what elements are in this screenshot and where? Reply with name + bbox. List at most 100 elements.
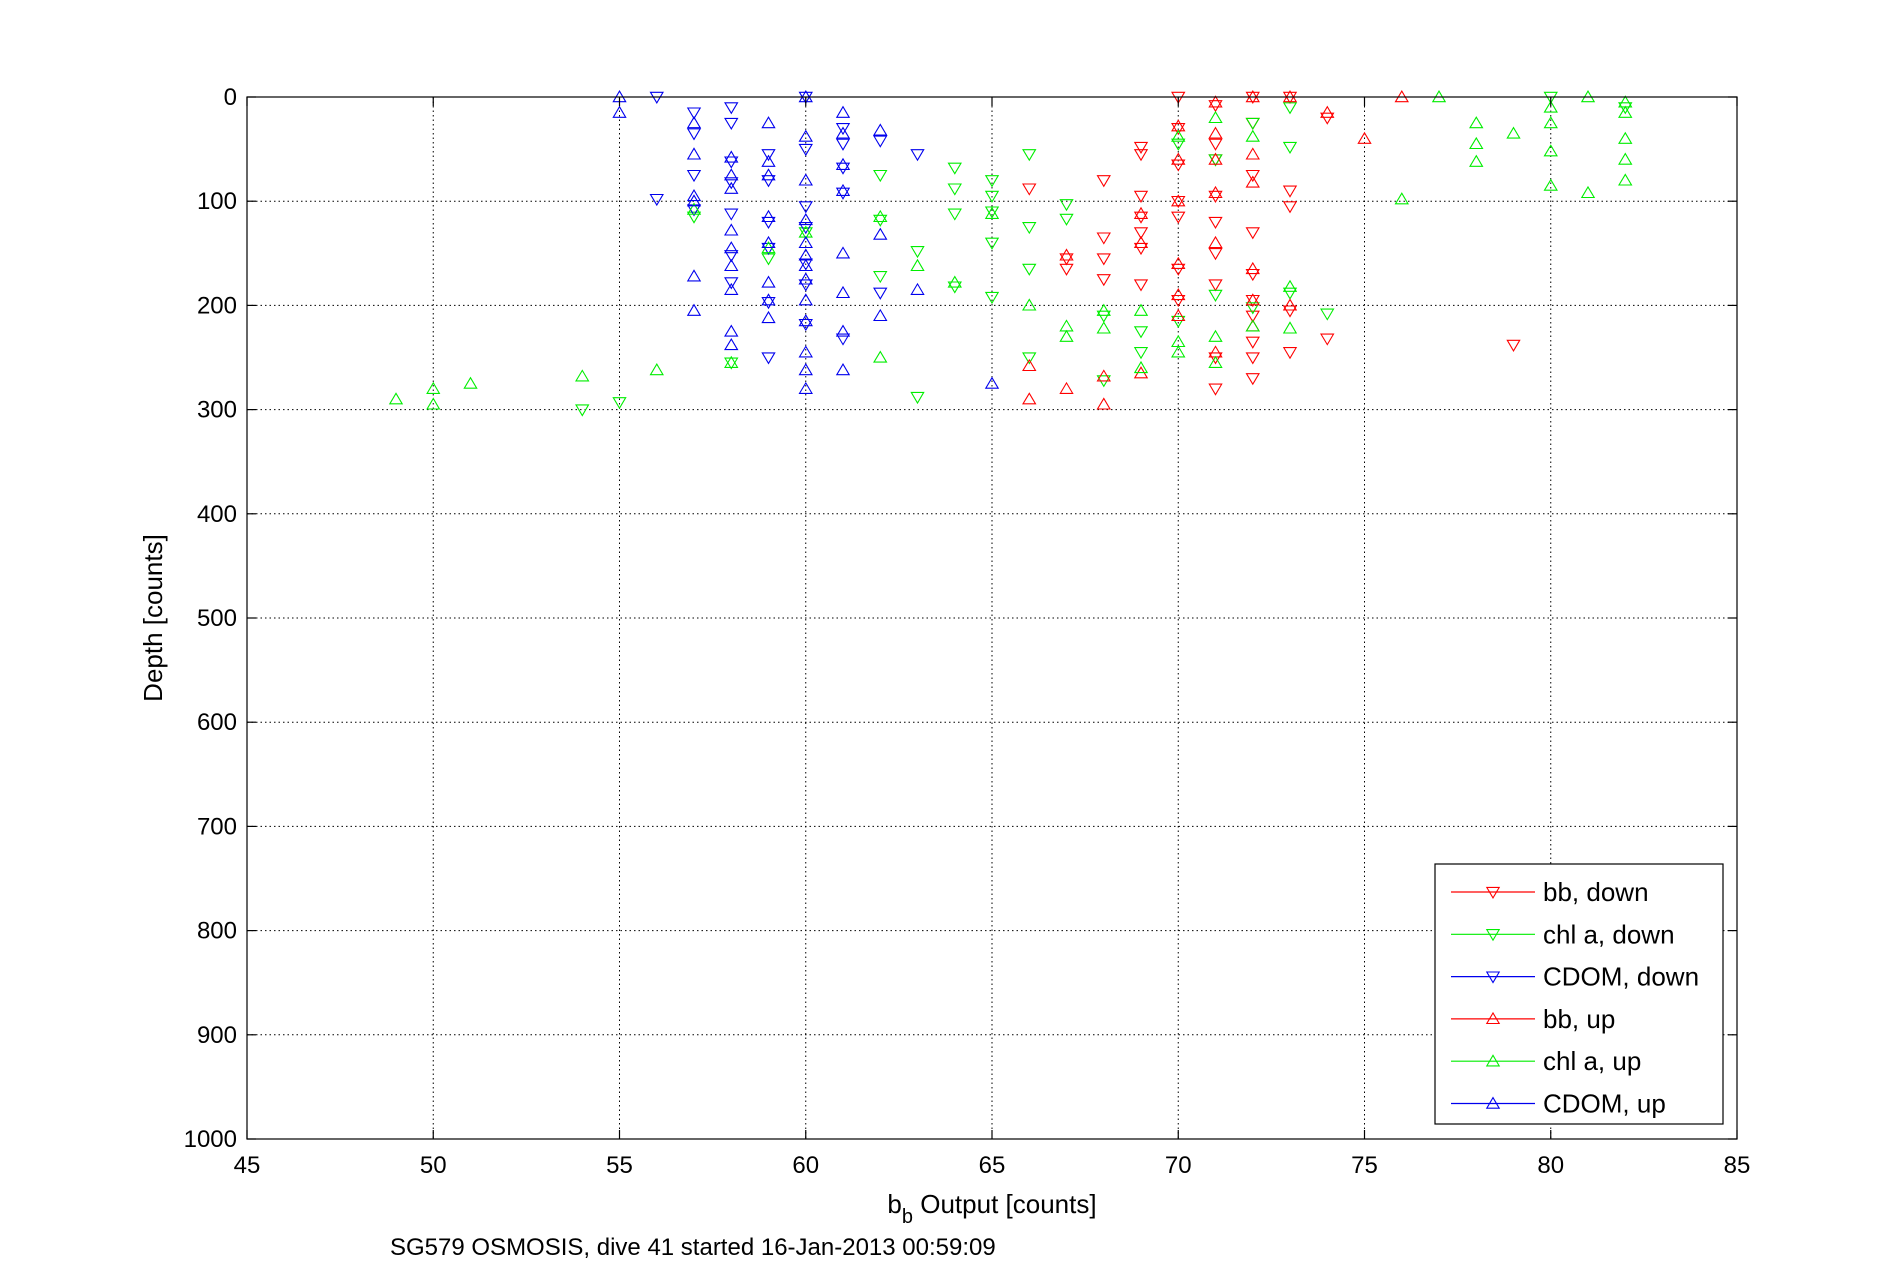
x-axis-label-main: b (887, 1189, 901, 1219)
data-point-cdom-down (724, 277, 739, 290)
data-point-chl-a-down (1543, 91, 1558, 104)
data-point-cdom-up (724, 338, 739, 351)
data-point-cdom-up (798, 258, 813, 272)
data-point-bb-down (1245, 268, 1260, 282)
data-point-bb-down (1133, 279, 1149, 292)
series-5 (612, 90, 1000, 394)
data-point-chl-a-up (724, 355, 739, 368)
data-point-cdom-down (724, 102, 739, 115)
data-point-chl-a-up (575, 369, 590, 382)
data-point-bb-down (1096, 274, 1111, 287)
data-point-chl-a-down (947, 183, 962, 196)
data-point-cdom-up (798, 173, 813, 186)
data-point-bb-down (1171, 123, 1186, 136)
data-point-cdom-down (798, 279, 813, 292)
data-point-cdom-down (761, 242, 776, 256)
data-point-bb-down (1245, 91, 1260, 104)
data-point-chl-a-up (1208, 110, 1223, 124)
data-point-chl-a-down (1022, 149, 1037, 162)
data-point-chl-a-down (1133, 326, 1149, 339)
data-point-bb-down (1133, 242, 1149, 256)
data-point-bb-up (1208, 235, 1223, 249)
data-point-chl-a-up (1618, 105, 1633, 118)
x-tick-label: 60 (792, 1152, 819, 1179)
legend-marker (1485, 1096, 1501, 1109)
data-point-chl-a-down (1059, 213, 1074, 226)
data-point-chl-a-up (910, 258, 925, 272)
data-point-cdom-up (798, 235, 813, 249)
data-point-chl-a-down (873, 271, 888, 284)
data-point-chl-a-up (426, 397, 441, 410)
data-point-bb-up (1245, 147, 1260, 160)
data-point-bb-down (1171, 211, 1186, 224)
data-point-cdom-up (686, 147, 702, 160)
data-point-chl-a-down (1208, 154, 1223, 167)
data-point-chl-a-down (1171, 315, 1186, 328)
data-point-chl-a-up (388, 392, 404, 405)
data-point-cdom-up (798, 293, 813, 306)
data-point-bb-up (1208, 95, 1223, 108)
data-point-bb-down (1245, 169, 1260, 183)
data-point-bb-up (1171, 308, 1186, 322)
legend-item: CDOM, down (1451, 962, 1699, 992)
data-point-cdom-down (835, 123, 851, 136)
y-tick-label: 200 (197, 292, 237, 319)
data-point-chl-a-down (1245, 302, 1260, 315)
data-point-chl-a-down (798, 227, 813, 240)
data-point-bb-down (1208, 383, 1223, 396)
data-point-bb-down (1022, 183, 1037, 196)
data-point-cdom-up (835, 285, 851, 299)
data-point-chl-a-down (1096, 310, 1111, 323)
data-point-cdom-down (761, 352, 776, 365)
data-point-cdom-down (686, 107, 702, 120)
y-tick-label: 900 (197, 1022, 237, 1049)
data-point-cdom-down (724, 250, 739, 263)
data-point-bb-down (1282, 185, 1298, 198)
data-point-cdom-up (835, 183, 851, 196)
data-point-chl-a-up (1543, 178, 1558, 191)
data-point-bb-down (1208, 100, 1223, 113)
legend-label: bb, down (1543, 877, 1649, 907)
y-tick-label: 100 (197, 188, 237, 215)
data-point-chl-a-down (947, 208, 962, 221)
y-tick-label: 600 (197, 709, 237, 736)
y-tick-label: 700 (197, 813, 237, 840)
data-point-cdom-up (798, 129, 813, 142)
data-point-chl-a-down (1022, 222, 1037, 235)
data-point-chl-a-up (1543, 116, 1558, 129)
data-point-cdom-down (724, 177, 739, 190)
data-point-chl-a-down (1208, 289, 1223, 302)
data-point-bb-up (1282, 90, 1298, 103)
data-point-chl-a-down (1171, 138, 1186, 151)
data-point-chl-a-down (984, 237, 1000, 250)
legend-marker (1485, 929, 1501, 942)
data-point-chl-a-up (873, 209, 888, 223)
data-point-cdom-up (686, 303, 702, 316)
data-point-bb-up (1208, 152, 1223, 165)
data-point-bb-down (1133, 227, 1149, 240)
data-point-cdom-up (724, 282, 739, 295)
x-tick-label: 85 (1724, 1152, 1751, 1179)
data-point-bb-up (1022, 392, 1037, 405)
data-point-bb-down (1245, 336, 1260, 349)
data-point-cdom-up (798, 381, 813, 394)
legend-label: CDOM, down (1543, 962, 1699, 992)
data-point-bb-up (1022, 358, 1037, 372)
data-point-bb-up (1096, 369, 1111, 382)
data-point-bb-up (1320, 105, 1335, 118)
data-point-cdom-down (649, 193, 664, 207)
figure-caption: SG579 OSMOSIS, dive 41 started 16-Jan-20… (390, 1234, 996, 1261)
data-point-cdom-up (686, 269, 702, 282)
data-point-cdom-up (724, 258, 739, 272)
data-point-chl-a-down (575, 404, 590, 417)
data-point-cdom-up (910, 282, 925, 295)
data-point-chl-a-down (724, 357, 739, 370)
data-point-bb-down (1171, 294, 1186, 308)
data-point-chl-a-down (910, 391, 925, 405)
data-point-chl-a-down (1022, 263, 1037, 276)
data-point-chl-a-down (1022, 352, 1037, 365)
data-point-chl-a-up (1543, 144, 1558, 157)
legend-marker (1485, 971, 1501, 984)
data-point-chl-a-down (1133, 347, 1149, 360)
